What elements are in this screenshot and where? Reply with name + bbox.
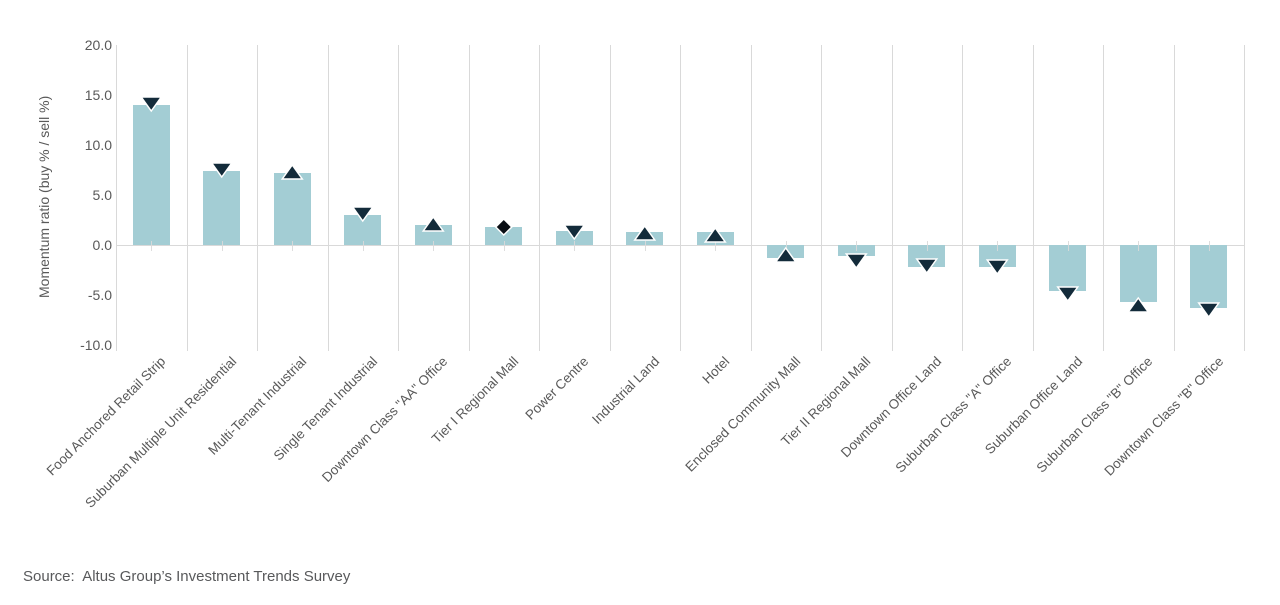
category-boundary-gridline: [1173, 45, 1175, 351]
x-axis-category-tick: [926, 241, 928, 251]
category-boundary-gridline: [468, 45, 470, 351]
bar-food-anchored-retail-strip: [132, 105, 170, 245]
category-boundary-gridline: [1032, 45, 1034, 351]
category-boundary-gridline: [680, 45, 681, 351]
category-boundary-gridline: [398, 45, 399, 351]
x-axis-category-tick: [221, 241, 223, 251]
x-axis-category-tick: [362, 241, 364, 251]
category-boundary-gridline: [1244, 45, 1245, 351]
y-axis-tick-label: -5.0: [87, 287, 112, 303]
x-axis-category-tick: [785, 241, 787, 251]
x-axis-category-tick: [503, 241, 505, 251]
category-boundary-gridline: [962, 45, 963, 351]
x-axis-category-tick: [151, 241, 153, 251]
x-axis-category-tick: [1208, 241, 1210, 251]
y-axis-tick-label: 5.0: [92, 187, 112, 203]
y-axis-tick-label: 0.0: [92, 237, 112, 253]
category-boundary-gridline: [186, 45, 188, 351]
category-boundary-gridline: [257, 45, 258, 351]
category-boundary-gridline: [750, 45, 752, 351]
y-axis-tick-label: 15.0: [84, 87, 112, 103]
bar-multi-tenant-industrial: [273, 173, 311, 245]
triangle-down-marker-icon: [844, 253, 868, 270]
x-axis-category-tick: [1067, 241, 1069, 251]
category-boundary-gridline: [116, 45, 117, 351]
y-axis-tick-label: 10.0: [84, 137, 112, 153]
x-axis-category-tick: [644, 241, 646, 251]
x-axis-category-tick: [856, 241, 858, 251]
category-boundary-gridline: [821, 45, 822, 351]
y-axis-title: Momentum ratio (buy % / sell %): [36, 95, 52, 299]
x-axis-category-tick: [1138, 241, 1140, 251]
category-boundary-gridline: [327, 45, 329, 351]
category-boundary-gridline: [891, 45, 893, 351]
bar-suburban-multiple-unit-residential: [203, 171, 241, 245]
x-axis-category-tick: [997, 241, 999, 251]
y-axis-tick-label: -10.0: [80, 337, 112, 353]
bar-suburban-class-b-office: [1119, 245, 1157, 302]
bar-downtown-class-b-office: [1190, 245, 1228, 308]
x-axis-category-tick: [715, 241, 717, 251]
bar-suburban-office-land: [1049, 245, 1087, 291]
x-axis-category-tick: [292, 241, 294, 251]
x-axis-category-tick: [433, 241, 435, 251]
y-axis-tick-label: 20.0: [84, 37, 112, 53]
category-boundary-gridline: [539, 45, 540, 351]
category-boundary-gridline: [1103, 45, 1104, 351]
zero-axis-line: [116, 245, 1244, 246]
category-boundary-gridline: [609, 45, 611, 351]
x-axis-category-tick: [574, 241, 576, 251]
source-note: Source: Altus Group’s Investment Trends …: [23, 568, 351, 585]
